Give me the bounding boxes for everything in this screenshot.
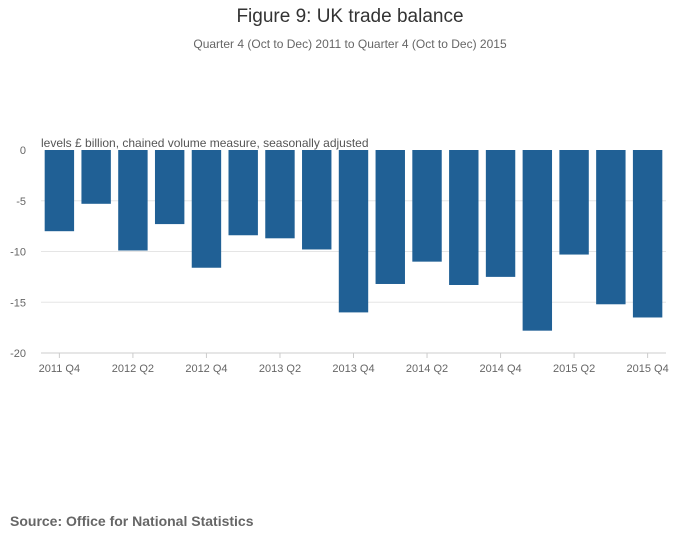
bar-2012-q4[interactable]	[191, 150, 222, 268]
source-note: Source: Office for National Statistics	[10, 513, 254, 529]
bar-2015-q4[interactable]	[632, 150, 663, 318]
bar-2014-q1[interactable]	[375, 150, 405, 284]
bar-2012-q1[interactable]	[81, 150, 111, 204]
x-tick-label: 2014 Q4	[479, 363, 521, 375]
x-tick-label: 2015 Q4	[627, 363, 669, 375]
y-tick-label: -15	[10, 297, 26, 309]
bar-2015-q1[interactable]	[522, 150, 553, 331]
x-tick-label: 2012 Q2	[112, 363, 154, 375]
bar-2013-q4[interactable]	[338, 150, 369, 313]
chart-title: Figure 9: UK trade balance	[236, 6, 464, 27]
chart-subtitle: Quarter 4 (Oct to Dec) 2011 to Quarter 4…	[193, 37, 507, 51]
bar-2012-q3[interactable]	[154, 150, 185, 225]
bar-2014-q2[interactable]	[412, 150, 442, 262]
bar-2015-q2[interactable]	[559, 150, 589, 255]
bar-2013-q1[interactable]	[228, 150, 258, 236]
x-tick-label: 2014 Q2	[406, 363, 448, 375]
bar-2014-q4[interactable]	[485, 150, 516, 277]
y-tick-label: -5	[16, 196, 26, 208]
x-tick-label: 2013 Q4	[332, 363, 374, 375]
bar-2013-q2[interactable]	[265, 150, 295, 239]
y-tick-label: -20	[10, 348, 26, 360]
y-axis-label: levels £ billion, chained volume measure…	[41, 136, 369, 150]
x-tick-label: 2012 Q4	[185, 363, 227, 375]
y-tick-label: -10	[10, 247, 26, 259]
bar-2014-q3[interactable]	[449, 150, 479, 285]
bar-2013-q3[interactable]	[302, 150, 332, 250]
x-tick-label: 2015 Q2	[553, 363, 595, 375]
bar-2011-q4[interactable]	[44, 150, 75, 232]
bars	[44, 150, 663, 331]
axes: 0 -5 -10 -15 -20 2011 Q4 2012 Q2 2012 Q4 2013 Q2…	[10, 145, 669, 375]
bar-2015-q3[interactable]	[596, 150, 626, 305]
bar-2012-q2[interactable]	[118, 150, 148, 251]
x-tick-label: 2011 Q4	[39, 363, 80, 375]
x-tick-label: 2013 Q2	[259, 363, 301, 375]
y-tick-label: 0	[20, 145, 26, 157]
